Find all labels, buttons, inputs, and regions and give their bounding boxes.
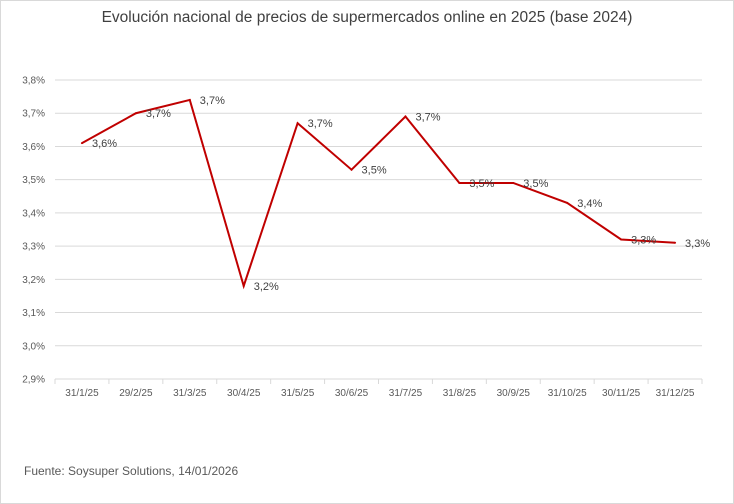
data-point bbox=[620, 238, 623, 241]
x-tick-label: 30/11/25 bbox=[602, 388, 641, 399]
series-line bbox=[81, 98, 676, 290]
y-tick-label: 3,1% bbox=[22, 308, 45, 319]
data-label: 3,4% bbox=[577, 198, 602, 210]
data-point bbox=[242, 284, 245, 287]
x-tick-label: 31/12/25 bbox=[656, 388, 695, 399]
y-tick-label: 3,4% bbox=[22, 208, 45, 219]
data-point bbox=[350, 168, 353, 171]
data-point bbox=[80, 142, 83, 145]
data-label: 3,3% bbox=[685, 238, 710, 250]
y-tick-label: 3,0% bbox=[22, 341, 45, 352]
data-point bbox=[188, 98, 191, 101]
data-label: 3,5% bbox=[362, 165, 387, 177]
data-label: 3,7% bbox=[308, 118, 333, 130]
y-tick-label: 3,8% bbox=[22, 76, 45, 87]
x-tick-label: 30/9/25 bbox=[497, 388, 531, 399]
y-tick-label: 3,5% bbox=[22, 175, 45, 186]
x-tick-label: 31/8/25 bbox=[443, 388, 477, 399]
x-tick-label: 30/6/25 bbox=[335, 388, 369, 399]
data-point bbox=[674, 241, 677, 244]
x-tick-label: 31/7/25 bbox=[389, 388, 423, 399]
y-tick-label: 3,2% bbox=[22, 275, 45, 286]
data-label: 3,2% bbox=[254, 281, 279, 293]
data-point bbox=[296, 122, 299, 125]
data-label: 3,6% bbox=[92, 138, 117, 150]
x-tick-label: 31/1/25 bbox=[65, 388, 99, 399]
y-tick-label: 2,9% bbox=[22, 375, 45, 386]
data-label: 3,5% bbox=[469, 178, 494, 190]
y-tick-label: 3,6% bbox=[22, 142, 45, 153]
data-label: 3,7% bbox=[415, 112, 440, 124]
x-tick-label: 31/3/25 bbox=[173, 388, 207, 399]
x-tick-label: 30/4/25 bbox=[227, 388, 261, 399]
x-tick-label: 31/10/25 bbox=[548, 388, 587, 399]
data-label: 3,5% bbox=[523, 178, 548, 190]
data-point bbox=[458, 181, 461, 184]
y-tick-label: 3,7% bbox=[22, 109, 45, 120]
data-point bbox=[134, 112, 137, 115]
data-label: 3,7% bbox=[200, 95, 225, 107]
data-point bbox=[404, 115, 407, 118]
data-point bbox=[566, 201, 569, 204]
data-point bbox=[512, 181, 515, 184]
chart-title: Evolución nacional de precios de superme… bbox=[101, 9, 633, 26]
data-label: 3,7% bbox=[146, 108, 171, 120]
y-tick-label: 3,3% bbox=[22, 242, 45, 253]
x-tick-label: 31/5/25 bbox=[281, 388, 315, 399]
data-label: 3,3% bbox=[631, 234, 656, 246]
x-tick-label: 29/2/25 bbox=[119, 388, 153, 399]
source-note: Fuente: Soysuper Solutions, 14/01/2026 bbox=[24, 464, 239, 478]
